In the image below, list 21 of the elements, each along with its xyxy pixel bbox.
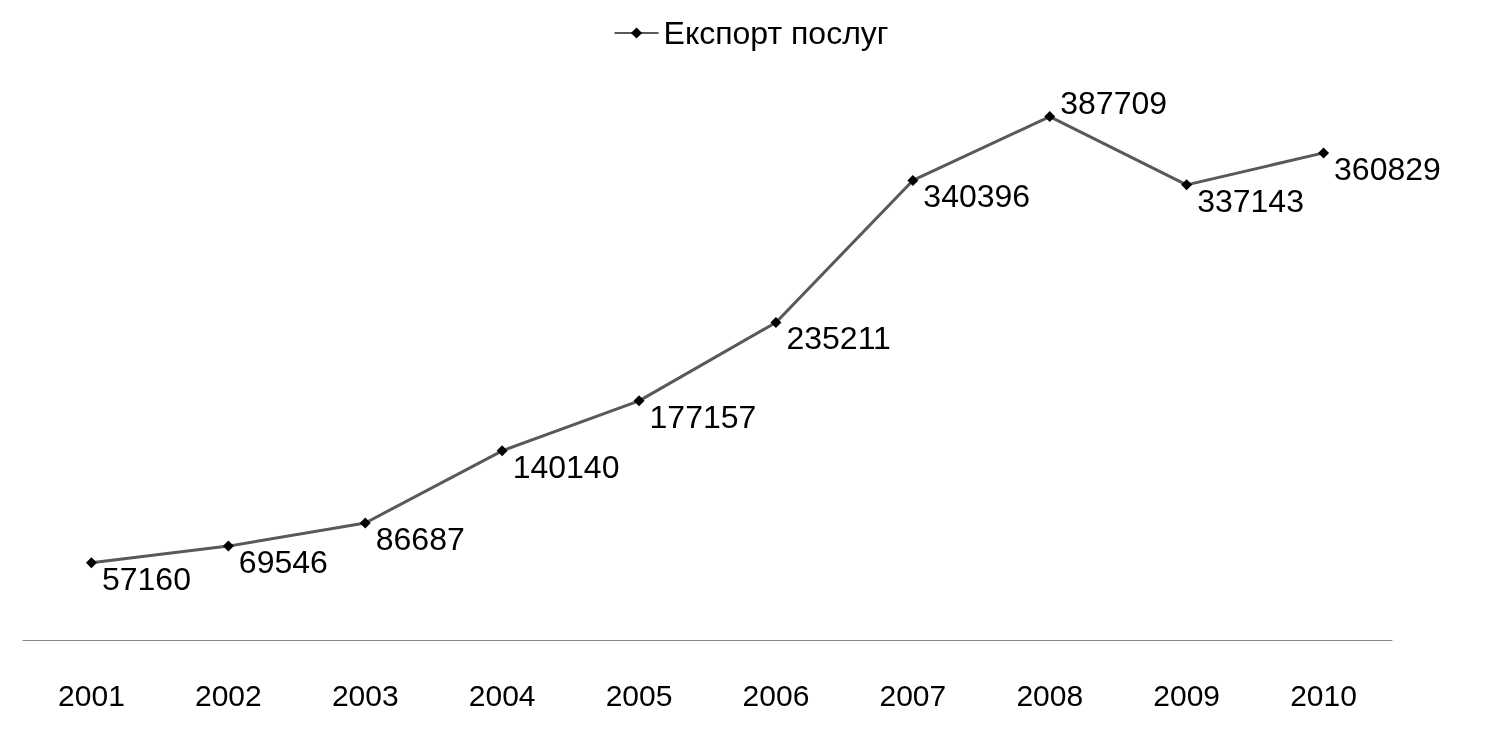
x-tick-label: 2008 (1016, 678, 1084, 712)
data-label: 337143 (1197, 182, 1304, 219)
data-label: 69546 (238, 544, 328, 581)
x-tick-label: 2002 (194, 678, 262, 712)
x-tick-label: 2001 (58, 678, 125, 712)
x-tick-label: 2006 (742, 678, 810, 712)
data-label: 235211 (786, 320, 891, 357)
data-label: 340396 (923, 178, 1031, 215)
data-label: 360829 (1334, 150, 1441, 187)
x-tick-label: 2010 (1290, 678, 1357, 712)
data-label: 86687 (375, 520, 465, 557)
x-tick-label: 2004 (468, 678, 536, 712)
x-tick-label: 2009 (1153, 678, 1221, 712)
x-tick-label: 2007 (879, 678, 947, 712)
x-tick-label: 2005 (605, 678, 673, 712)
legend-label: Експорт послуг (663, 15, 889, 51)
data-label: 140140 (512, 448, 620, 485)
x-tick-label: 2003 (331, 678, 399, 712)
data-label: 177157 (649, 398, 757, 435)
data-label: 57160 (101, 560, 191, 597)
data-label: 387709 (1060, 84, 1168, 121)
